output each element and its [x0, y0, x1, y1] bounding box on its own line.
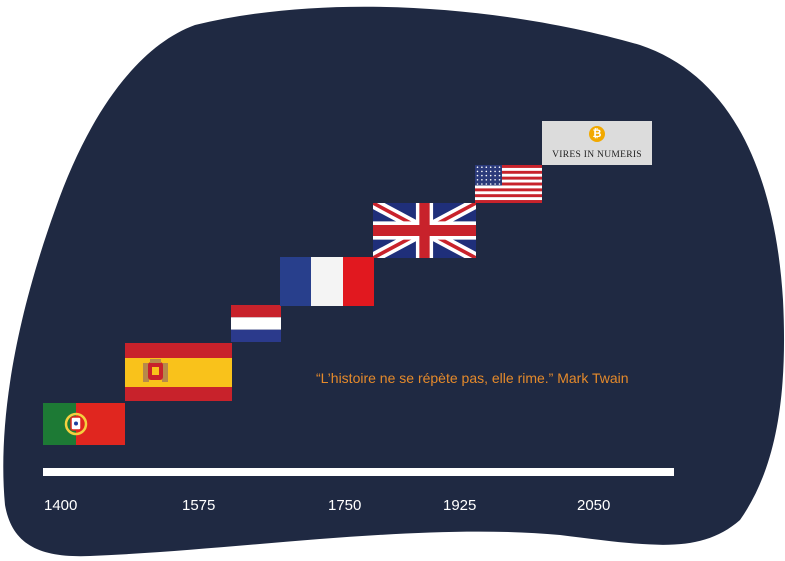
spain-flag-icon	[125, 343, 232, 401]
france-flag-icon	[280, 257, 374, 306]
year-label-2050: 2050	[577, 497, 611, 514]
bitcoin-caption: VIRES IN NUMERIS	[552, 150, 642, 160]
united-states-flag-icon	[475, 165, 542, 203]
year-label-1575: 1575	[182, 497, 216, 514]
united-kingdom-flag-icon	[373, 203, 476, 258]
year-label-1925: 1925	[443, 497, 477, 514]
year-label-1750: 1750	[328, 497, 362, 514]
bitcoin-icon: ₿	[589, 126, 605, 142]
bitcoin-card: ₿ VIRES IN NUMERIS	[542, 121, 652, 165]
netherlands-flag-icon	[231, 305, 281, 342]
year-label-1400: 1400	[44, 497, 78, 514]
mark-twain-quote: “L’histoire ne se répète pas, elle rime.…	[316, 370, 629, 386]
timeline-axis	[43, 468, 674, 476]
portugal-flag-icon	[43, 403, 125, 445]
